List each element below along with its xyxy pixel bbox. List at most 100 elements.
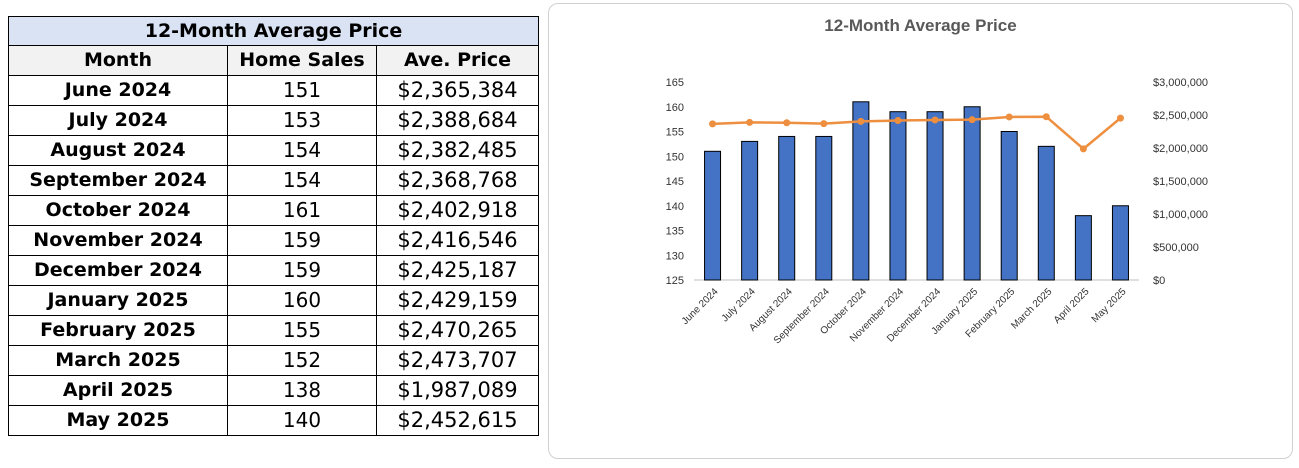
x-tick-label: March 2025	[1009, 286, 1054, 331]
price-line	[712, 115, 1122, 151]
y-left-tick-label: 165	[666, 77, 684, 89]
home-sales-cell: 159	[227, 255, 377, 286]
bar	[1111, 205, 1129, 281]
ave-price-cell: $2,470,265	[375, 315, 540, 346]
home-sales-cell: 161	[227, 195, 377, 226]
y-left-tick-label: 150	[666, 151, 684, 163]
chart-title: 12-Month Average Price	[824, 16, 1017, 35]
y-left-tick-label: 135	[666, 226, 684, 238]
ave-price-cell: $2,365,384	[375, 75, 540, 106]
table-row: October 2024 161 $2,402,918	[8, 195, 540, 226]
y-left-tick-label: 140	[666, 201, 684, 213]
home-sales-cell: 153	[227, 105, 377, 136]
table-row: February 2025 155 $2,470,265	[8, 315, 540, 346]
ave-price-cell: $2,388,684	[375, 105, 540, 136]
header-home-sales: Home Sales	[227, 45, 377, 76]
x-tick-label: April 2025	[1052, 286, 1092, 326]
x-tick-label: June 2024	[680, 286, 721, 327]
x-tick-label: July 2024	[720, 286, 758, 324]
table-row: March 2025 152 $2,473,707	[8, 345, 540, 376]
chart-panel: 12-Month Average Price 125 130 135 140 145 15…	[548, 3, 1293, 459]
y-left-tick-label: 130	[666, 250, 684, 262]
home-sales-cell: 140	[227, 405, 377, 436]
y-right-tick-label: $2,500,000	[1153, 110, 1208, 122]
month-cell: November 2024	[8, 225, 228, 256]
price-point	[1042, 113, 1050, 121]
price-table: 12-Month Average Price Month Home Sales …	[7, 16, 540, 436]
y-right-tick-label: $1,500,000	[1153, 176, 1208, 188]
combo-chart: 125 130 135 140 145 150 155 160 165 $0 $500,000 $1,…	[666, 77, 1208, 346]
bar	[741, 140, 759, 281]
y-left-tick-label: 155	[666, 127, 684, 139]
y-left-tick-label: 145	[666, 176, 684, 188]
bar	[778, 135, 796, 281]
month-cell: December 2024	[8, 255, 228, 286]
home-sales-cell: 159	[227, 225, 377, 256]
header-ave-price: Ave. Price	[375, 45, 540, 76]
home-sales-cell: 160	[227, 285, 377, 316]
ave-price-cell: $2,368,768	[375, 165, 540, 196]
price-point	[783, 119, 791, 127]
bar	[1000, 131, 1018, 281]
month-cell: April 2025	[8, 375, 228, 406]
bar	[926, 111, 944, 281]
table-title: 12-Month Average Price	[7, 16, 540, 46]
price-point	[709, 120, 717, 128]
ave-price-cell: $2,402,918	[375, 195, 540, 226]
price-point	[1079, 145, 1087, 153]
price-point	[968, 116, 976, 124]
month-cell: February 2025	[8, 315, 228, 346]
y-left-tick-label: 125	[666, 275, 684, 287]
home-sales-cell: 154	[227, 135, 377, 166]
month-cell: August 2024	[8, 135, 228, 166]
y-right-tick-label: $1,000,000	[1153, 209, 1208, 221]
table-row: December 2024 159 $2,425,187	[8, 255, 540, 286]
table-row: January 2025 160 $2,429,159	[8, 285, 540, 316]
price-point	[1116, 114, 1124, 122]
y-right-tick-label: $3,000,000	[1153, 77, 1208, 89]
y-left-tick-label: 160	[666, 102, 684, 114]
ave-price-cell: $2,425,187	[375, 255, 540, 286]
y-right-tick-label: $500,000	[1153, 242, 1199, 254]
bar	[889, 111, 907, 281]
bar	[815, 135, 833, 281]
price-point	[857, 117, 865, 125]
month-cell: March 2025	[8, 345, 228, 376]
bar	[963, 106, 981, 281]
home-sales-cell: 155	[227, 315, 377, 346]
ave-price-cell: $2,452,615	[375, 405, 540, 436]
ave-price-cell: $2,429,159	[375, 285, 540, 316]
price-point	[746, 118, 754, 126]
y-right-tick-label: $2,000,000	[1153, 143, 1208, 155]
month-cell: May 2025	[8, 405, 228, 436]
x-tick-label: May 2025	[1090, 286, 1129, 325]
price-point	[931, 116, 939, 124]
ave-price-cell: $2,416,546	[375, 225, 540, 256]
price-point	[894, 117, 902, 125]
bar	[704, 150, 722, 281]
table-row: November 2024 159 $2,416,546	[8, 225, 540, 256]
month-cell: July 2024	[8, 105, 228, 136]
header-month: Month	[8, 45, 228, 76]
table-row: April 2025 138 $1,987,089	[8, 375, 540, 406]
month-cell: June 2024	[8, 75, 228, 106]
month-cell: October 2024	[8, 195, 228, 226]
table-row: May 2025 140 $2,452,615	[8, 405, 540, 436]
home-sales-cell: 154	[227, 165, 377, 196]
price-point	[820, 120, 828, 128]
price-point	[1005, 113, 1013, 121]
ave-price-cell: $2,382,485	[375, 135, 540, 166]
bar	[1074, 215, 1092, 281]
price-table-container: 12-Month Average Price Month Home Sales …	[7, 16, 540, 436]
ave-price-cell: $2,473,707	[375, 345, 540, 376]
table-row: July 2024 153 $2,388,684	[8, 105, 540, 136]
y-right-tick-label: $0	[1153, 275, 1165, 287]
month-cell: January 2025	[8, 285, 228, 316]
bar	[1037, 145, 1055, 281]
home-sales-cell: 151	[227, 75, 377, 106]
bar	[852, 101, 870, 281]
table-row: August 2024 154 $2,382,485	[8, 135, 540, 166]
table-row: September 2024 154 $2,368,768	[8, 165, 540, 196]
month-cell: September 2024	[8, 165, 228, 196]
home-sales-cell: 138	[227, 375, 377, 406]
